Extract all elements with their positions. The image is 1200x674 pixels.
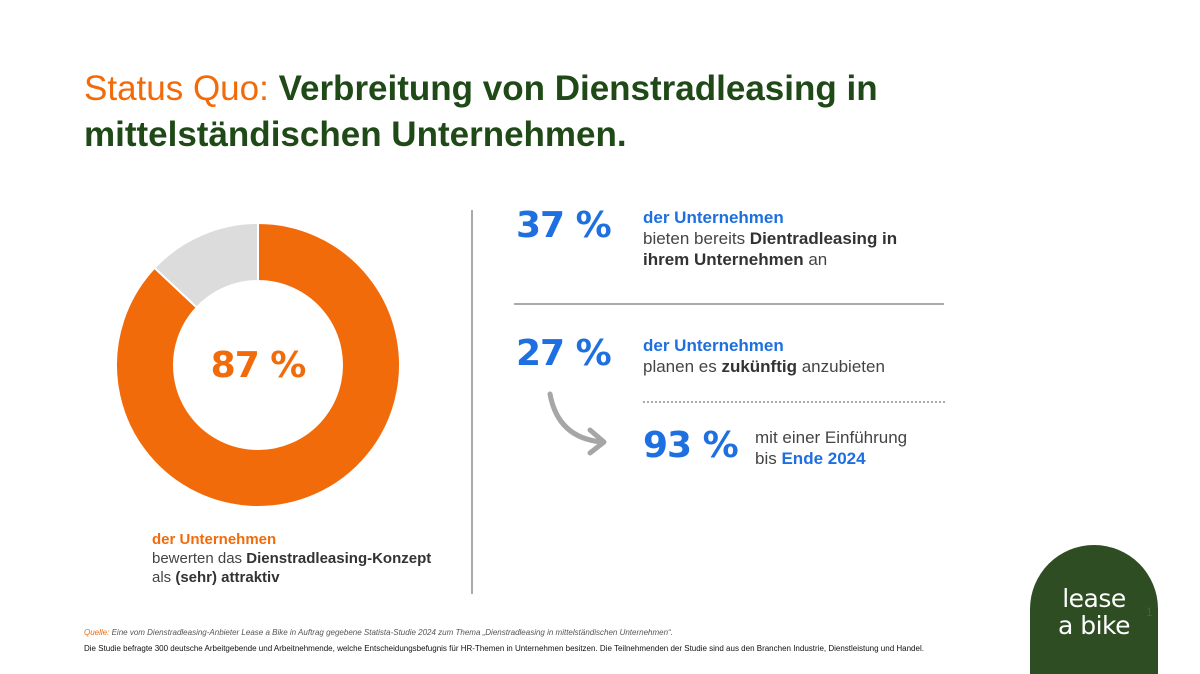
source-label: Quelle: [84, 628, 110, 637]
study-note: Die Studie befragte 300 deutsche Arbeitg… [84, 644, 924, 653]
stat-line: der Unternehmen [643, 336, 784, 355]
dotted-divider [643, 401, 945, 403]
logo: lease a bike [1030, 545, 1158, 674]
title-prefix: Status Quo: [84, 69, 269, 108]
arrow-icon [547, 391, 607, 456]
page-number: 1 [1146, 605, 1153, 619]
caption-line1: der Unternehmen [152, 531, 277, 548]
donut-chart [115, 221, 401, 508]
source-line: Quelle: Eine vom Dienstradleasing-Anbiet… [84, 628, 673, 637]
stat-line: bis [755, 449, 782, 468]
stat-bold: Dientradleasing in [749, 229, 898, 248]
donut-caption: der Unternehmen bewerten das Dienstradle… [152, 530, 431, 587]
stat-text-27: der Unternehmen planen es zukünftig anzu… [643, 335, 885, 377]
stat-bold: ihrem Unternehmen [643, 250, 804, 269]
donut-segment-attractive [115, 221, 401, 508]
stat-line: mit einer Einführung [755, 428, 908, 447]
stat-line: der Unternehmen [643, 208, 784, 227]
caption-text: bewerten das [152, 550, 247, 567]
page-title: Status Quo: Verbreitung von Dienstradlea… [84, 66, 984, 158]
stat-line: anzubieten [797, 357, 885, 376]
stat-line: planen es [643, 357, 722, 376]
logo-line2: a bike [1057, 611, 1131, 640]
stat-value-37: 37 % [516, 205, 612, 246]
stat-bold: zukünftig [721, 357, 797, 376]
title-main: Verbreitung von Dienstradleasing in mitt… [84, 69, 878, 154]
donut-center-label: 87 % [210, 345, 307, 386]
stat-bold: Ende 2024 [781, 449, 866, 468]
donut-segment-other [153, 221, 259, 309]
stat-value-27: 27 % [516, 333, 612, 374]
source-text: Eine vom Dienstradleasing-Anbieter Lease… [109, 628, 673, 637]
caption-text: als [152, 569, 176, 586]
caption-bold: Dienstradleasing-Konzept [246, 550, 432, 567]
stat-text-93: mit einer Einführung bis Ende 2024 [755, 427, 907, 469]
stat-line: an [803, 250, 828, 269]
vertical-divider [471, 210, 473, 594]
logo-line1: lease [1062, 584, 1126, 613]
horizontal-divider [514, 303, 944, 305]
stat-value-93: 93 % [643, 425, 739, 466]
stat-line: bieten bereits [643, 229, 750, 248]
caption-bold: (sehr) attraktiv [175, 569, 280, 586]
stat-text-37: der Unternehmen bieten bereits Dientradl… [643, 207, 897, 270]
